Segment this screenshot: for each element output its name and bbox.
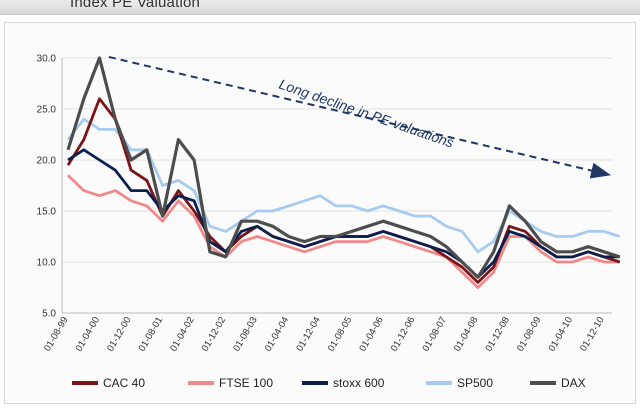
series-line-dax bbox=[66, 56, 621, 279]
legend-label: DAX bbox=[561, 376, 586, 390]
y-tick-label: 10.0 bbox=[37, 258, 57, 269]
y-tick-label: 5.0 bbox=[42, 309, 56, 320]
decline-arrow bbox=[108, 56, 612, 179]
x-tick-label: 01-08-09 bbox=[515, 315, 544, 353]
x-tick-label: 01-04-08 bbox=[452, 315, 481, 353]
x-tick-label: 01-08-07 bbox=[420, 315, 449, 353]
chart-title: Index PE Valuation bbox=[70, 0, 201, 11]
chart-frame bbox=[4, 22, 636, 404]
x-tick-label: 01-04-06 bbox=[357, 315, 386, 353]
x-tick-label: 01-12-04 bbox=[294, 315, 323, 353]
series-line-cac-40 bbox=[66, 97, 621, 284]
x-tick-label: 01-12-00 bbox=[105, 315, 134, 353]
chart-title-strip: Index PE Valuation bbox=[0, 0, 640, 15]
x-tick-label: 01-12-06 bbox=[389, 315, 418, 353]
x-tick-label: 01-04-02 bbox=[168, 315, 197, 353]
x-tick-label: 01-12-10 bbox=[578, 315, 607, 353]
x-tick-label: 01-04-10 bbox=[547, 315, 576, 353]
series-line-sp500 bbox=[66, 117, 621, 254]
annotation-text: Long decline in PE valuations bbox=[277, 76, 456, 151]
x-tick-label: 01-04-04 bbox=[263, 315, 292, 353]
y-tick-label: 25.0 bbox=[37, 105, 57, 116]
y-tick-label: 15.0 bbox=[37, 207, 57, 218]
x-tick-label: 01-08-03 bbox=[231, 315, 260, 353]
x-tick-label: 01-12-02 bbox=[200, 315, 229, 353]
x-tick-label: 01-08-99 bbox=[42, 315, 71, 353]
legend-label: CAC 40 bbox=[103, 376, 145, 390]
y-tick-label: 30.0 bbox=[37, 54, 57, 65]
y-tick-label: 20.0 bbox=[37, 156, 57, 167]
x-tick-label: 01-08-05 bbox=[326, 315, 355, 353]
legend-label: SP500 bbox=[457, 376, 493, 390]
legend-label: stoxx 600 bbox=[333, 376, 385, 390]
legend-label: FTSE 100 bbox=[219, 376, 273, 390]
x-tick-label: 01-12-08 bbox=[483, 315, 512, 353]
x-tick-label: 01-08-01 bbox=[137, 315, 166, 353]
x-tick-label: 01-04-00 bbox=[74, 315, 103, 353]
